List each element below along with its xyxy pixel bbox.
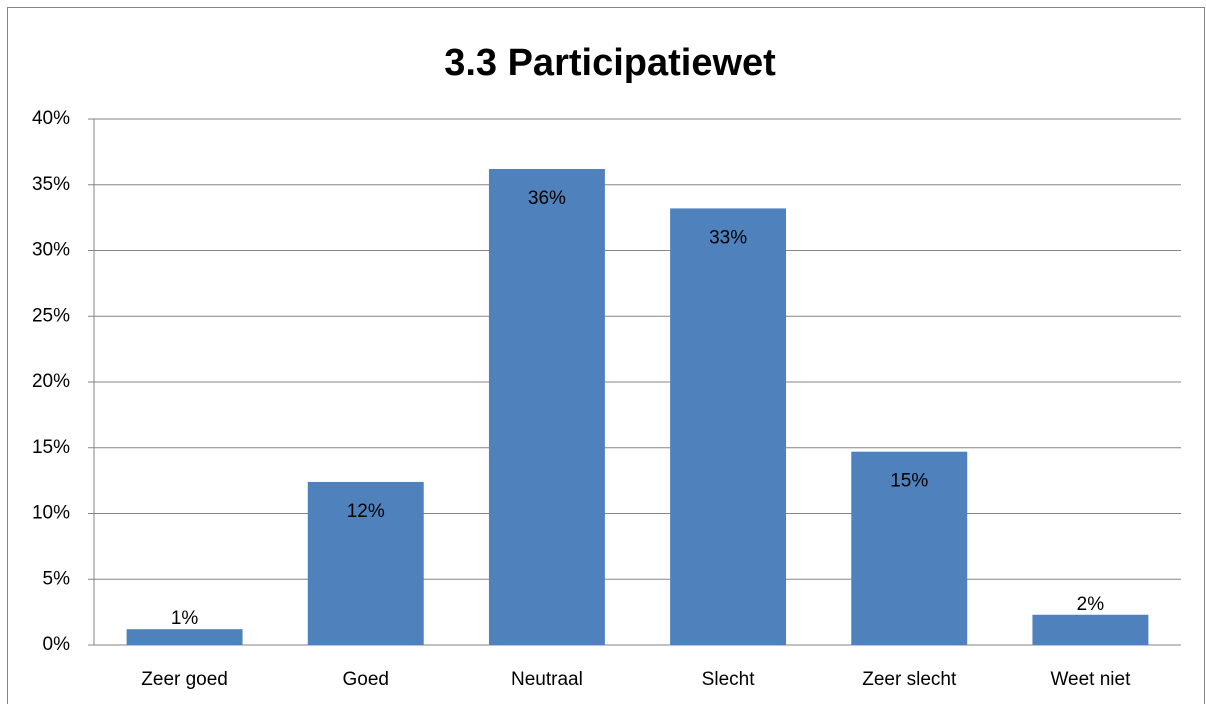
chart-title: 3.3 Participatiewet	[444, 42, 776, 84]
data-label: 12%	[347, 501, 385, 522]
y-tick-label: 30%	[32, 240, 70, 261]
y-tick-label: 10%	[32, 503, 70, 524]
y-tick-label: 40%	[32, 108, 70, 129]
data-label: 15%	[890, 471, 928, 492]
bar	[1032, 614, 1149, 645]
x-tick-label: Goed	[343, 669, 389, 690]
y-tick-label: 0%	[43, 634, 71, 655]
chart-frame	[7, 7, 1205, 704]
data-label: 2%	[1077, 594, 1105, 615]
y-tick-label: 5%	[43, 568, 71, 589]
data-label: 36%	[528, 188, 566, 209]
data-label: 33%	[709, 227, 747, 248]
bar	[307, 481, 424, 645]
x-tick-label: Slecht	[702, 669, 756, 690]
x-tick-label: Zeer slecht	[862, 669, 957, 690]
y-tick-label: 25%	[32, 305, 70, 326]
x-tick-label: Zeer goed	[141, 669, 228, 690]
y-tick-label: 15%	[32, 437, 70, 458]
data-label: 1%	[171, 608, 199, 629]
y-tick-label: 20%	[32, 371, 70, 392]
x-tick-label: Weet niet	[1050, 669, 1131, 690]
bar	[488, 168, 605, 645]
bar	[670, 208, 787, 646]
bar	[851, 451, 968, 645]
y-tick-label: 35%	[32, 174, 70, 195]
bar	[126, 629, 243, 645]
x-tick-label: Neutraal	[511, 669, 583, 690]
